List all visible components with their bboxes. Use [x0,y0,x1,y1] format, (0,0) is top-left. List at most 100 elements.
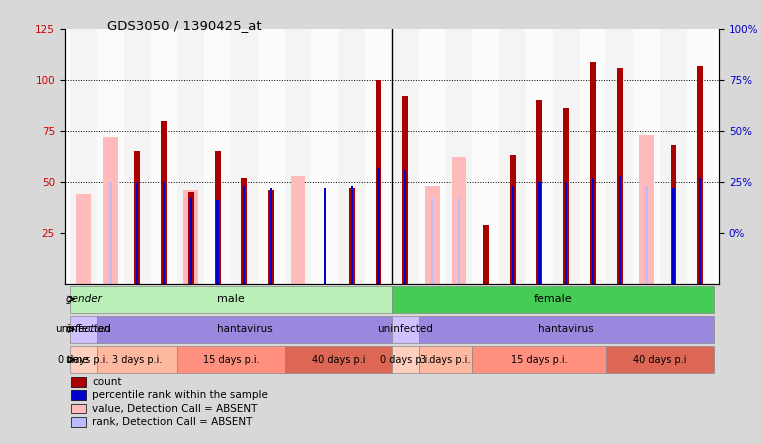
Bar [457,198,460,284]
Bar [639,135,654,284]
Bar [419,316,714,343]
Bar [269,190,274,284]
Text: 40 days p.i: 40 days p.i [311,355,365,365]
Bar [537,100,543,284]
Text: count: count [92,377,122,387]
Bar [103,137,118,284]
Bar [565,182,568,284]
Bar [592,178,594,284]
Bar [177,29,204,284]
Bar [404,170,406,284]
Bar [419,29,445,284]
Text: 15 days p.i.: 15 days p.i. [202,355,260,365]
Bar [697,66,703,284]
Bar [538,182,540,284]
Bar [291,176,305,284]
Bar [403,96,409,284]
Text: uninfected: uninfected [56,325,111,334]
Bar [161,121,167,284]
Text: percentile rank within the sample: percentile rank within the sample [92,390,268,400]
Bar [231,29,258,284]
Bar [499,29,526,284]
Bar [97,346,177,373]
Bar [241,178,247,284]
Text: 3 days p.i.: 3 days p.i. [112,355,162,365]
Bar [419,346,473,373]
Bar [124,29,151,284]
Bar [392,316,419,343]
Bar [511,186,514,284]
Bar [431,198,434,284]
Bar [526,29,552,284]
Bar [670,145,677,284]
Bar [365,29,392,284]
Bar [473,346,607,373]
Text: gender: gender [65,294,102,304]
Text: hantavirus: hantavirus [217,325,272,334]
Bar [377,168,380,284]
Bar [473,29,499,284]
Bar [687,29,714,284]
Bar [215,151,221,284]
Bar [699,178,702,284]
Bar [258,29,285,284]
Bar [136,182,139,284]
Bar [619,176,621,284]
Bar [151,29,177,284]
Bar [633,29,660,284]
Text: 0 days p.i.: 0 days p.i. [380,355,431,365]
Bar [590,62,596,284]
Bar [699,180,702,284]
Bar [188,192,194,284]
Bar [451,158,466,284]
Bar [72,417,86,427]
Text: rank, Detection Call = ABSENT: rank, Detection Call = ABSENT [92,417,253,427]
Bar [311,29,339,284]
Bar [70,285,392,313]
Text: time: time [65,355,89,365]
Bar [580,29,607,284]
Bar [70,316,97,343]
Bar [660,29,687,284]
Bar [323,188,326,284]
Text: infection: infection [65,325,110,334]
Bar [482,225,489,284]
Bar [177,346,285,373]
Text: uninfected: uninfected [377,325,433,334]
Bar [339,29,365,284]
Bar [72,404,86,413]
Bar [270,188,272,284]
Bar [70,29,97,284]
Text: hantavirus: hantavirus [538,325,594,334]
Bar [425,186,440,284]
Bar [285,346,392,373]
Bar [552,29,580,284]
Bar [72,377,86,387]
Bar [109,182,112,284]
Bar [97,29,124,284]
Bar [204,29,231,284]
Bar [285,29,311,284]
Bar [392,346,419,373]
Text: value, Detection Call = ABSENT: value, Detection Call = ABSENT [92,404,257,413]
Bar [563,108,569,284]
Bar [607,29,633,284]
Bar [189,198,192,284]
Bar [445,29,473,284]
Bar [607,346,714,373]
Bar [349,188,355,284]
Text: 3 days p.i.: 3 days p.i. [420,355,471,365]
Bar [216,200,218,284]
Bar [673,188,674,284]
Bar [392,29,419,284]
Text: GDS3050 / 1390425_at: GDS3050 / 1390425_at [107,19,261,32]
Text: male: male [217,294,245,304]
Bar [163,182,165,284]
Bar [351,186,353,284]
Bar [76,194,91,284]
Bar [97,316,392,343]
Bar [72,390,86,400]
Bar [134,151,140,284]
Bar [392,285,714,313]
Bar [376,80,381,284]
